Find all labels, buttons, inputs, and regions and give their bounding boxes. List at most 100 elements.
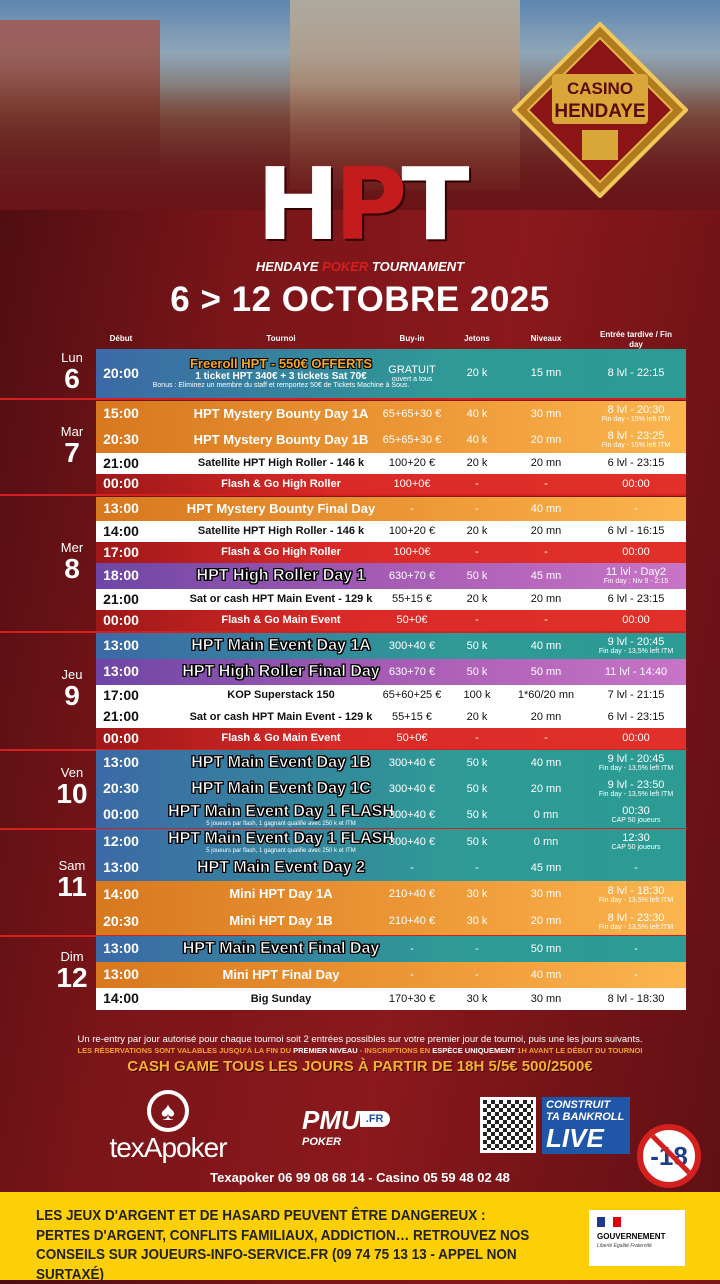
day-name: Mar (60, 423, 84, 439)
levels: 45 mn (530, 861, 562, 874)
levels: 20 mn (530, 525, 562, 538)
col-debut: Début (109, 334, 133, 343)
tournament-name: Flash & Go High Roller (151, 478, 411, 490)
buy-in-value: 65+65+30 € (382, 407, 442, 420)
buy-in: 300+40 € (376, 836, 448, 848)
late-entry-note: Fin day - 13,5% left ITM (598, 648, 674, 656)
col-niveaux: Niveaux (530, 334, 562, 343)
start-time: 13:00 (103, 500, 139, 517)
pmu-poker-logo: PMU .FR POKER (302, 1105, 390, 1148)
start-time: 00:00 (103, 806, 139, 823)
tournament-name: Mini HPT Day 1B (151, 914, 411, 928)
table-row: 13:00 HPT Mystery Bounty Final Day - - 40 mn… (96, 497, 686, 521)
chips: 50 k (466, 808, 488, 821)
subtitle-hendaye: HENDAYE (255, 259, 323, 274)
table-row: 13:00 Mini HPT Final Day - - 40 mn - (96, 962, 686, 988)
levels: 45 mn (530, 569, 562, 582)
buy-in: 210+40 € (376, 888, 448, 900)
cash-game-banner: CASH GAME TOUS LES JOURS À PARTIR DE 18H… (127, 1058, 593, 1075)
buy-in: 65+65+30 € (376, 434, 448, 446)
tournament-title: HPT High Roller Final Day (182, 663, 380, 681)
tournament-name: HPT High Roller Day 1 (151, 567, 411, 585)
tournament-note: 5 joueurs par flash, 1 gagnant qualifie … (206, 820, 356, 827)
late-entry-value: 00:00 (622, 477, 650, 490)
levels: 50 mn (530, 942, 562, 955)
gouvernement-logo: GOUVERNEMENT Liberté Égalité Fraternité (589, 1210, 685, 1266)
gambling-warning-banner: LES JEUX D'ARGENT ET DE HASARD PEUVENT Ê… (0, 1192, 720, 1283)
late-entry: 11 lvl - 14:40 (586, 666, 686, 678)
table-row: 00:00 Flash & Go High Roller 100+0€ - - 00:00 (96, 474, 686, 494)
day-label: Dim 12 (44, 949, 100, 992)
start-time: 21:00 (103, 454, 139, 471)
buy-in-value: 210+40 € (388, 888, 436, 901)
late-entry: 6 lvl - 23:15 (586, 593, 686, 605)
day-separator (0, 494, 96, 496)
day-number: 10 (56, 778, 88, 809)
table-row: 13:00 HPT Main Event Final Day - - 50 mn - (96, 936, 686, 962)
late-entry-value: - (634, 502, 638, 515)
buy-in: 65+60+25 € (376, 689, 448, 701)
late-entry: - (586, 503, 686, 515)
late-entry: 7 lvl - 21:15 (586, 689, 686, 701)
tournament-title: Flash & Go Main Event (221, 614, 341, 627)
table-row: 13:00 HPT Main Event Day 1A 300+40 € 50 k 40… (96, 633, 686, 659)
tournament-title: HPT Main Event Day 1 FLASH (168, 802, 394, 821)
tournament-name: Sat or cash HPT Main Event - 129 k (151, 593, 411, 605)
late-entry-note: CAP 50 joueurs (611, 844, 661, 852)
day-number: 11 (57, 871, 87, 902)
late-entry-note: Fin day - 15% left ITM (601, 416, 671, 424)
day-number: 6 (64, 362, 80, 394)
late-entry-note: Fin day - 13,5% left ITM (598, 791, 674, 799)
day-number: 12 (56, 962, 88, 993)
day-separator (0, 398, 96, 400)
tournament-title: Mini HPT Day 1A (229, 886, 333, 902)
late-entry-note: Fin day - 13,5% left ITM (598, 896, 674, 904)
late-entry: 11 lvl - Day2 Fin day : Niv 9 - 2:15 (586, 566, 686, 586)
casino-logo-line2: HENDAYE (554, 101, 645, 122)
levels: 15 mn (530, 367, 562, 380)
buy-in: 50+0€ (376, 614, 448, 626)
qr-code[interactable] (480, 1097, 536, 1153)
late-entry-value: 00:30 (622, 805, 650, 818)
late-entry-note: Fin day - 13,5% left ITM (598, 765, 674, 773)
table-row: 00:00 HPT Main Event Day 1 FLASH 5 joueurs… (96, 802, 686, 828)
table-row: 14:00 Mini HPT Day 1A 210+40 € 30 k 30 mn 8 l… (96, 881, 686, 908)
tournament-title: Flash & Go High Roller (221, 477, 341, 490)
buy-in: 100+20 € (376, 457, 448, 469)
buy-in: GRATUIT ouvert a tous (376, 364, 448, 384)
tournament-title: HPT Mystery Bounty Day 1A (193, 405, 369, 421)
levels: 0 mn (533, 835, 559, 848)
late-entry-value: 6 lvl - 23:15 (607, 593, 665, 606)
note-part: PREMIER NIVEAU (293, 1046, 358, 1055)
pmu-fr: .FR (359, 1111, 390, 1127)
levels: 20 mn (530, 457, 562, 470)
late-entry-value: 12:30 (622, 832, 650, 845)
texapoker-logo: ♠ texApoker (98, 1090, 238, 1164)
chips: - (475, 546, 479, 559)
buy-in-value: 300+40 € (388, 808, 436, 821)
levels: 30 mn (530, 407, 562, 420)
buy-in-value: 300+40 € (388, 756, 436, 769)
french-flag-icon (597, 1217, 621, 1227)
chips: 50 k (466, 782, 488, 795)
age-label: -18 (650, 1141, 688, 1171)
tournament-title: HPT Main Event Final Day (182, 940, 380, 958)
subtitle-poker: POKER (322, 259, 369, 274)
late-entry-value: 9 lvl - 20:45 (607, 636, 665, 649)
buy-in: 100+0€ (376, 478, 448, 490)
table-row: 20:30 Mini HPT Day 1B 210+40 € 30 k 20 mn 8 l… (96, 908, 686, 935)
day-label: Ven 10 (44, 765, 100, 808)
day-separator (96, 631, 686, 633)
start-time: 20:30 (103, 431, 139, 448)
tournament-title: HPT Main Event Day 2 (196, 859, 366, 877)
late-entry-value: 00:00 (622, 732, 650, 745)
table-row: 12:00 HPT Main Event Day 1 FLASH 5 joueurs… (96, 829, 686, 855)
tournament-title: Sat or cash HPT Main Event - 129 k (189, 710, 373, 723)
tournament-name: HPT Main Event Day 2 (151, 859, 411, 877)
buy-in: 55+15 € (376, 711, 448, 723)
buy-in: 100+0€ (376, 546, 448, 558)
table-row: 20:30 HPT Main Event Day 1C 300+40 € 50 k 20… (96, 776, 686, 802)
buy-in-value: - (410, 861, 414, 874)
late-entry: - (586, 862, 686, 874)
day-separator (0, 749, 96, 751)
